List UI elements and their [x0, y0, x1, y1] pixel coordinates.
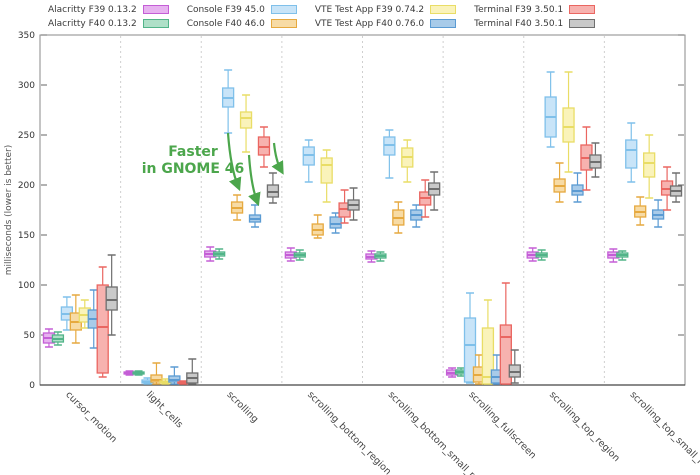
legend-swatch	[430, 19, 457, 28]
x-category-label: light_cells	[144, 389, 185, 430]
box-console_f40-scrolling_top_small_region	[634, 196, 647, 226]
box-terminal_f40-cursor_motion	[105, 254, 118, 336]
legend: Alacritty F39 0.13.2 Alacritty F40 0.13.2…	[48, 3, 596, 30]
y-axis-tick-label: 50	[24, 331, 36, 341]
legend-label: VTE Test App F40 0.76.0	[314, 18, 425, 29]
box-console_f40-scrolling	[230, 194, 244, 221]
y-axis-tick-label: 100	[18, 281, 35, 291]
box-terminal_f39-scrolling	[257, 126, 271, 168]
legend-swatch	[142, 19, 169, 28]
legend-item-console_f40: Console F40 46.0	[187, 17, 297, 30]
box-vte_f39-scrolling_fullscreen	[481, 299, 495, 385]
y-axis-tick-label: 300	[18, 81, 35, 91]
legend-label: Terminal F39 3.50.1	[474, 4, 564, 15]
box-alacritty_f40-cursor_motion	[51, 331, 65, 346]
faster-arrow	[271, 142, 284, 175]
legend-item-console_f39: Console F39 45.0	[187, 3, 297, 16]
box-alacritty_f40-scrolling_bottom_small_region	[374, 251, 387, 262]
box-console_f40-scrolling_bottom_small_region	[392, 201, 405, 234]
box-console_f39-scrolling_bottom_region	[302, 139, 315, 183]
faster-arrow	[247, 154, 261, 207]
y-axis-tick-label: 350	[18, 31, 35, 41]
legend-label: Alacritty F39 0.13.2	[48, 4, 137, 15]
box-console_f39-scrolling_bottom_small_region	[383, 129, 396, 179]
legend-swatch	[430, 5, 457, 14]
y-axis-tick-label: 250	[18, 131, 35, 141]
box-terminal_f40-scrolling_bottom_small_region	[428, 171, 441, 211]
box-vte_f39-scrolling_bottom_small_region	[401, 139, 414, 183]
legend-swatch	[270, 19, 297, 28]
legend-label: Terminal F40 3.50.1	[474, 18, 564, 29]
legend-item-vte_f39: VTE Test App F39 0.74.2	[314, 3, 457, 16]
box-alacritty_f40-scrolling	[213, 248, 226, 260]
box-vte_f39-scrolling	[239, 94, 253, 153]
box-vte_f39-scrolling_top_region	[562, 71, 575, 173]
box-terminal_f39-scrolling_bottom_small_region	[419, 179, 432, 218]
box-console_f39-scrolling_fullscreen	[463, 292, 477, 384]
faster-arrow	[226, 132, 242, 192]
x-category-label: scrolling_top_small_region	[628, 389, 700, 475]
box-terminal_f40-scrolling_top_region	[589, 142, 602, 178]
box-vte_f40-scrolling_bottom_small_region	[410, 204, 423, 228]
legend-label: VTE Test App F39 0.74.2	[314, 4, 425, 15]
box-console_f40-scrolling_bottom_region	[311, 214, 324, 239]
box-alacritty_f39-scrolling_top_region	[526, 247, 539, 262]
box-console_f40-scrolling_top_region	[553, 162, 566, 203]
box-vte_f39-scrolling_top_small_region	[643, 134, 656, 199]
legend-swatch	[270, 5, 297, 14]
x-category-label: scrolling_fullscreen	[466, 389, 538, 461]
box-console_f39-scrolling_top_small_region	[625, 122, 638, 183]
box-vte_f40-scrolling_top_small_region	[651, 199, 665, 228]
x-category-label: scrolling	[224, 389, 260, 425]
legend-item-vte_f40: VTE Test App F40 0.76.0	[314, 17, 457, 30]
box-terminal_f40-scrolling_bottom_region	[347, 187, 360, 221]
legend-swatch	[142, 5, 169, 14]
x-category-label: scrolling_bottom_region	[305, 389, 393, 475]
x-category-label: cursor_motion	[63, 389, 119, 445]
box-vte_f40-scrolling_top_region	[571, 172, 584, 203]
box-terminal_f40-light_cells	[186, 358, 199, 385]
legend-item-terminal_f39: Terminal F39 3.50.1	[474, 3, 596, 16]
box-vte_f40-scrolling	[248, 204, 262, 228]
box-vte_f40-cursor_motion	[87, 289, 100, 349]
box-vte_f39-scrolling_bottom_region	[320, 149, 333, 203]
legend-label: Alacritty F40 0.13.2	[48, 18, 137, 29]
box-alacritty_f40-light_cells	[132, 370, 145, 376]
box-terminal_f39-scrolling_fullscreen	[499, 282, 512, 385]
x-category-label: scrolling_top_region	[547, 389, 622, 464]
y-axis-tick-label: 200	[18, 181, 35, 191]
legend-item-alacritty_f40: Alacritty F40 0.13.2	[48, 17, 169, 30]
box-alacritty_f40-scrolling_top_small_region	[616, 250, 629, 261]
legend-swatch	[569, 19, 596, 28]
box-terminal_f40-scrolling_fullscreen	[508, 349, 521, 384]
box-vte_f40-light_cells	[168, 366, 181, 385]
annotation-line2: in GNOME 46	[142, 161, 245, 177]
legend-item-alacritty_f39: Alacritty F39 0.13.2	[48, 3, 169, 16]
box-console_f39-scrolling_top_region	[544, 71, 557, 148]
box-alacritty_f40-scrolling_top_region	[535, 249, 548, 261]
legend-label: Console F40 46.0	[186, 18, 265, 29]
box-alacritty_f40-scrolling_bottom_region	[293, 249, 306, 261]
legend-label: Console F39 45.0	[186, 4, 265, 15]
annotation-line1: Faster	[168, 144, 218, 160]
box-terminal_f39-cursor_motion	[96, 266, 109, 378]
legend-swatch	[569, 5, 596, 14]
y-axis-tick-label: 0	[29, 381, 35, 391]
y-axis-tick-label: 150	[18, 231, 35, 241]
box-terminal_f40-scrolling_top_small_region	[669, 172, 683, 203]
legend-item-terminal_f40: Terminal F40 3.50.1	[474, 17, 596, 30]
